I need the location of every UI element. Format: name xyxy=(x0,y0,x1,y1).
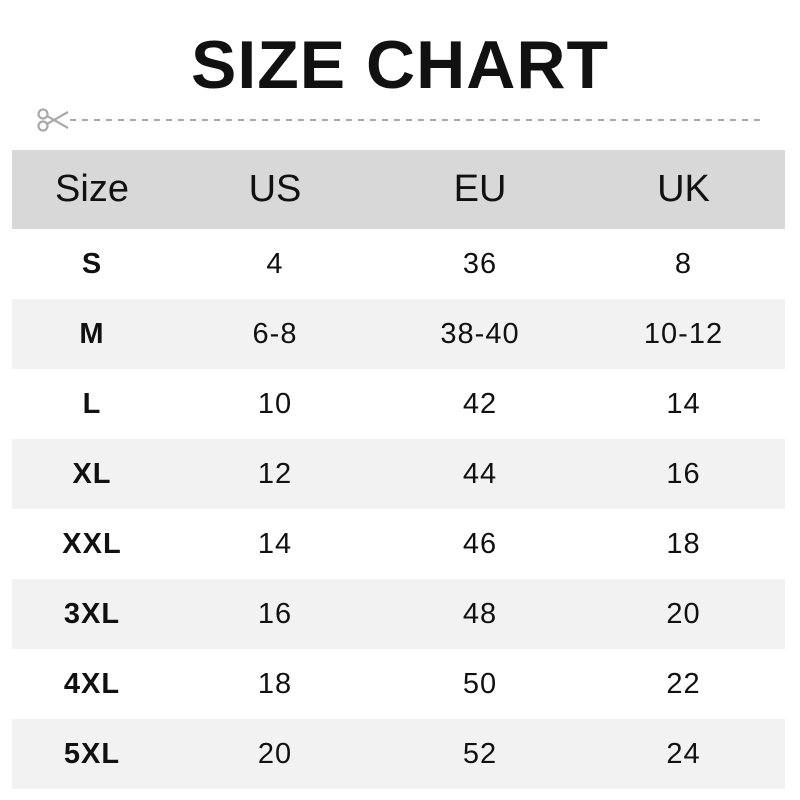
cell-uk: 14 xyxy=(666,387,701,420)
page-title: SIZE CHART xyxy=(191,27,609,103)
table-row: L 10 42 14 xyxy=(12,369,785,439)
cell-us: 18 xyxy=(257,667,293,700)
cell-size: XXL xyxy=(62,527,122,560)
cell-uk: 8 xyxy=(674,247,693,280)
cell-eu: 38-40 xyxy=(440,317,520,350)
cell-uk: 20 xyxy=(666,597,701,630)
cell-us: 6-8 xyxy=(252,317,298,350)
table-header-row: Size US EU UK xyxy=(12,150,785,229)
cell-size: 4XL xyxy=(63,667,121,700)
cell-us: 10 xyxy=(257,387,293,420)
header-uk: UK xyxy=(657,168,710,210)
table-row: 3XL 16 48 20 xyxy=(12,579,785,649)
cell-size: XL xyxy=(72,457,112,490)
cell-size: 5XL xyxy=(63,737,121,770)
cell-uk: 10-12 xyxy=(643,317,724,350)
cell-uk: 16 xyxy=(666,457,701,490)
cell-uk: 24 xyxy=(666,737,701,770)
cell-us: 16 xyxy=(257,597,293,630)
table-row: M 6-8 38-40 10-12 xyxy=(12,299,785,369)
cell-us: 14 xyxy=(257,527,293,560)
cell-eu: 36 xyxy=(462,247,498,280)
size-table: Size US EU UK S 4 36 8 M 6-8 38-40 10-12 L 10 42 14… xyxy=(12,150,785,789)
scissors-icon xyxy=(37,108,69,132)
cell-eu: 46 xyxy=(462,527,498,560)
header-size: Size xyxy=(55,168,129,210)
cell-us: 4 xyxy=(266,247,284,280)
cell-eu: 44 xyxy=(462,457,498,490)
cell-us: 12 xyxy=(257,457,293,490)
cell-us: 20 xyxy=(257,737,293,770)
cell-uk: 18 xyxy=(666,527,701,560)
cell-uk: 22 xyxy=(666,667,701,700)
table-row: 5XL 20 52 24 xyxy=(12,719,785,789)
cell-eu: 42 xyxy=(462,387,498,420)
cut-line xyxy=(37,108,766,132)
table-row: S 4 36 8 xyxy=(12,229,785,299)
cell-size: S xyxy=(81,247,103,280)
table-row: 4XL 18 50 22 xyxy=(12,649,785,719)
header-eu: EU xyxy=(453,168,507,210)
cell-eu: 52 xyxy=(462,737,498,770)
cell-eu: 48 xyxy=(462,597,498,630)
table-row: XXL 14 46 18 xyxy=(12,509,785,579)
cell-eu: 50 xyxy=(462,667,498,700)
cell-size: M xyxy=(79,317,105,350)
cell-size: 3XL xyxy=(63,597,121,630)
header-us: US xyxy=(248,168,302,210)
table-row: XL 12 44 16 xyxy=(12,439,785,509)
cell-size: L xyxy=(82,387,102,420)
